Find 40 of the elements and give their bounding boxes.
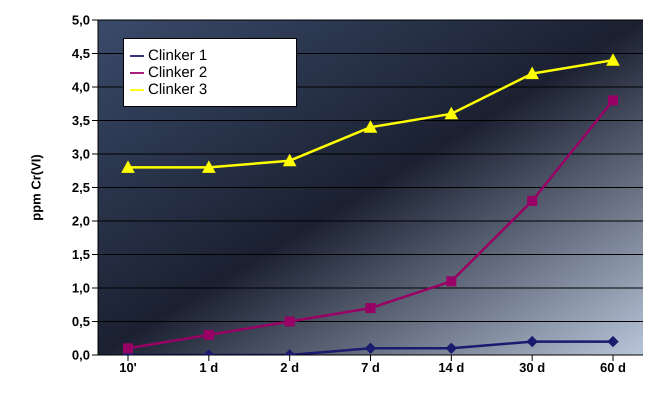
point [123,343,133,354]
y-tick-label: 4,5 [72,46,90,62]
point [608,95,618,106]
legend-label: Clinker 3 [148,81,208,98]
x-tick-label: 1 d [199,360,218,376]
y-tick-label: 0,0 [72,348,90,363]
legend-label: Clinker 1 [148,47,208,64]
point [365,342,376,354]
point [606,54,620,66]
legend-label: Clinker 2 [148,64,208,81]
point [444,107,458,120]
y-tick-label: 4,0 [72,80,90,95]
y-axis-title: ppm Cr(VI) [28,154,44,221]
point [364,120,377,133]
x-tick-label: 2 d [280,360,300,376]
point [202,160,216,173]
point [446,276,456,286]
x-tick-label: 7 d [361,360,380,376]
y-tick-label: 5,0 [72,12,90,28]
point [608,336,618,348]
y-tick-label: 3,0 [72,146,90,162]
x-tick-label: 30 d [519,360,546,376]
y-tick-label: 2,0 [72,214,90,229]
point [526,67,539,80]
x-tick-label: 60 d [600,360,626,376]
y-tick-label: 0,5 [72,314,90,330]
point [283,154,296,166]
y-tick-label: 1,5 [72,247,90,262]
y-tick-label: 3,5 [72,113,90,128]
y-tick-label: 1,0 [72,280,90,296]
y-tick-label: 2,5 [72,180,90,196]
point [284,316,295,326]
point [526,336,538,348]
x-tick-label: 14 d [438,360,464,376]
point [204,330,214,340]
point [122,160,134,173]
point [446,342,457,354]
x-tick-label: 10' [119,360,137,376]
point [527,196,538,206]
point [366,303,376,314]
